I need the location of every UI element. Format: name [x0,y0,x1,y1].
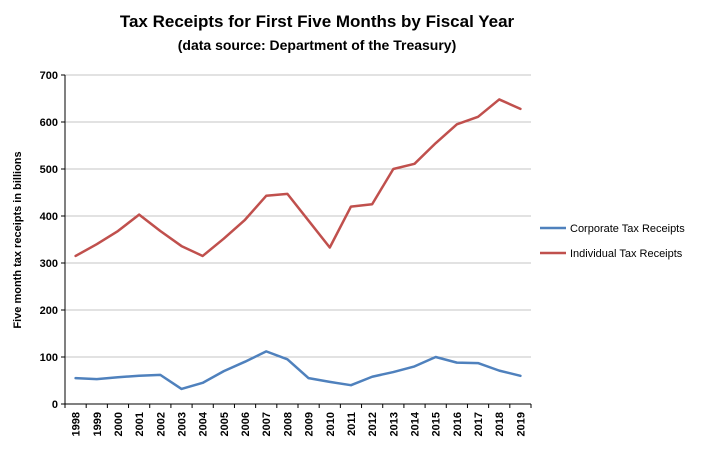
svg-text:2008: 2008 [282,412,294,436]
svg-text:2001: 2001 [134,412,146,436]
svg-text:2003: 2003 [177,412,189,436]
y-axis-title: Five month tax receipts in billions [12,151,24,328]
svg-text:2019: 2019 [515,412,527,436]
axes [61,74,532,408]
legend-label-corporate: Corporate Tax Receipts [570,223,685,235]
svg-text:100: 100 [40,352,58,364]
svg-text:2013: 2013 [388,412,400,436]
chart-title: Tax Receipts for First Five Months by Fi… [120,12,515,31]
svg-text:500: 500 [40,164,58,176]
svg-text:300: 300 [40,258,58,270]
svg-text:2005: 2005 [219,412,231,436]
svg-text:200: 200 [40,305,58,317]
svg-text:2004: 2004 [198,411,210,436]
svg-text:1999: 1999 [92,412,104,436]
svg-text:2015: 2015 [431,412,443,436]
x-axis-tick-labels: 1998 1999 2000 2001 2002 2003 2004 2005 2006 2007… [71,411,528,436]
svg-text:2007: 2007 [261,412,273,436]
legend: Corporate Tax Receipts Individual Tax Re… [540,223,685,260]
svg-text:2018: 2018 [494,412,506,436]
legend-line-samples [540,226,566,255]
svg-text:600: 600 [40,117,58,129]
svg-text:2017: 2017 [473,412,485,436]
svg-text:2002: 2002 [155,412,167,436]
gridlines [65,74,531,358]
svg-text:2014: 2014 [410,411,422,436]
y-axis-tick-labels: 0 100 200 300 400 500 600 700 [40,70,58,411]
svg-text:400: 400 [40,211,58,223]
chart-subtitle: (data source: Department of the Treasury… [178,37,457,53]
svg-text:2011: 2011 [346,412,358,436]
legend-label-individual: Individual Tax Receipts [570,248,683,260]
svg-text:2009: 2009 [304,412,316,436]
svg-text:2000: 2000 [113,412,125,436]
svg-text:2016: 2016 [452,412,464,436]
svg-text:2006: 2006 [240,412,252,436]
series-lines [74,98,522,391]
svg-text:1998: 1998 [71,412,83,436]
svg-text:2012: 2012 [367,412,379,436]
svg-text:700: 700 [40,70,58,82]
svg-text:0: 0 [52,399,58,411]
svg-text:2010: 2010 [325,412,337,436]
